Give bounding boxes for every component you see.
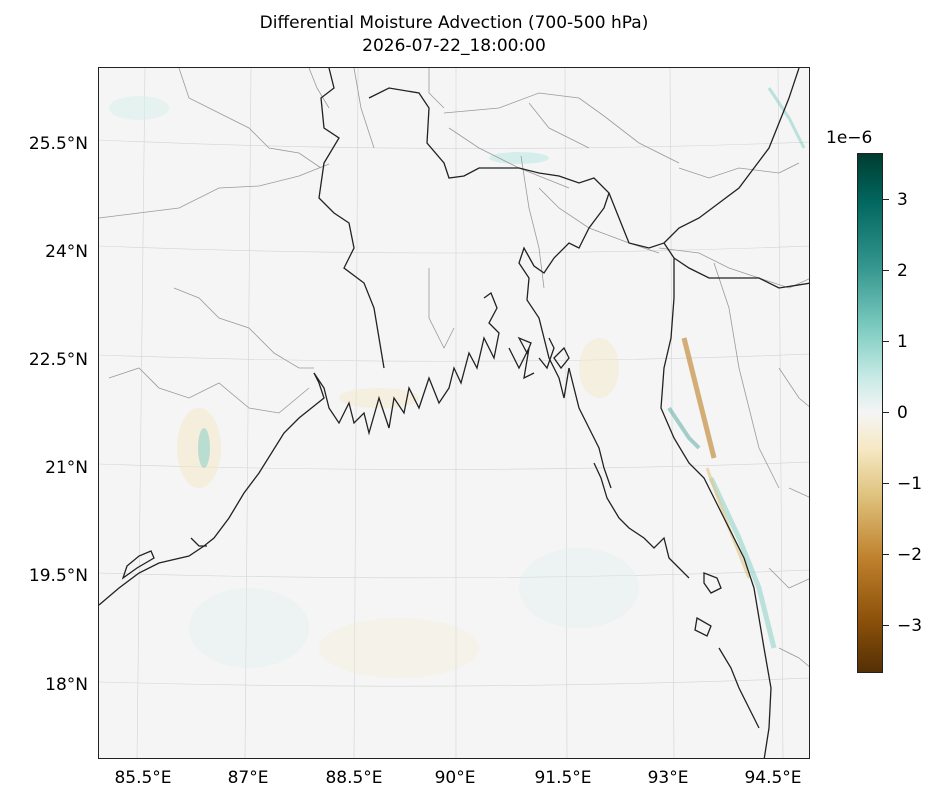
- colorbar-tick-mark: [883, 554, 889, 556]
- colorbar: [857, 153, 883, 673]
- lat-tick-label: 21°N: [45, 458, 88, 478]
- coastline-and-borders: [99, 68, 809, 758]
- lon-tick-label: 91.5°E: [534, 768, 592, 788]
- lat-tick-label: 25.5°N: [28, 134, 88, 154]
- lon-tick-label: 88.5°E: [325, 768, 383, 788]
- lon-tick-label: 87°E: [227, 768, 269, 788]
- colorbar-tick-label: −3: [897, 616, 923, 636]
- colorbar-exponent-label: 1e−6: [826, 128, 873, 148]
- colorbar-tick-label: −2: [897, 545, 923, 565]
- gridlines: [99, 68, 809, 758]
- lon-tick-label: 85.5°E: [114, 768, 172, 788]
- lat-tick-label: 18°N: [45, 675, 88, 695]
- colorbar-tick-mark: [883, 199, 889, 201]
- lat-tick-label: 22.5°N: [28, 350, 88, 370]
- lon-tick-label: 90°E: [434, 768, 476, 788]
- map-plot-area: [98, 67, 810, 759]
- colorbar-tick-label: 1: [897, 332, 908, 352]
- advection-field: [109, 87, 806, 678]
- chart-subtitle-time: 2026-07-22_18:00:00: [362, 36, 546, 56]
- colorbar-tick-label: −1: [897, 474, 923, 494]
- lon-tick-label: 94.5°E: [744, 768, 802, 788]
- colorbar-tick-label: 2: [897, 261, 908, 281]
- colorbar-tick-mark: [883, 270, 889, 272]
- lat-tick-label: 24°N: [45, 242, 88, 262]
- colorbar-tick-mark: [883, 341, 889, 343]
- lon-tick-label: 93°E: [647, 768, 689, 788]
- colorbar-tick-label: 3: [897, 190, 908, 210]
- chart-title: Differential Moisture Advection (700-500…: [259, 13, 649, 33]
- colorbar-tick-mark: [883, 625, 889, 627]
- lat-tick-label: 19.5°N: [28, 566, 88, 586]
- colorbar-tick-label: 0: [897, 403, 908, 423]
- colorbar-tick-mark: [883, 412, 889, 414]
- map-canvas: [99, 68, 809, 758]
- colorbar-tick-mark: [883, 483, 889, 485]
- state-borders: [99, 68, 809, 667]
